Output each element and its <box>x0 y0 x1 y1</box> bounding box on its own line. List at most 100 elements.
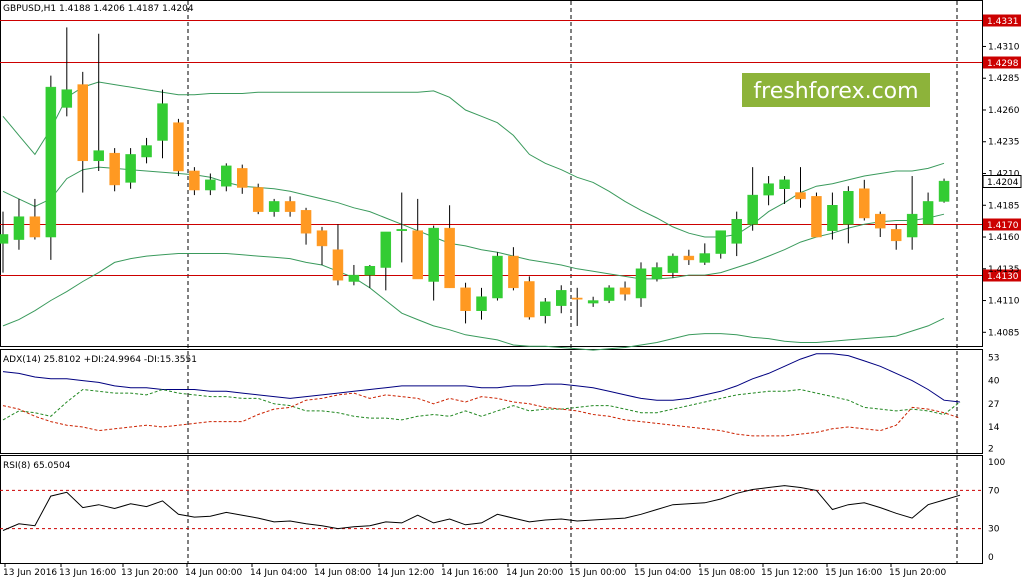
candle-body-49 <box>779 179 790 189</box>
candle-body-11 <box>173 122 184 172</box>
candle-body-48 <box>763 183 774 196</box>
candle-body-4 <box>61 89 73 108</box>
adx-header: ADX(14) 25.8102 +DI:24.9964 -DI:15.3551 <box>3 355 197 365</box>
candle-body-46 <box>731 218 742 244</box>
time-tick-label-9: 15 Jun 00:00 <box>569 568 626 578</box>
candle-body-34 <box>540 301 551 317</box>
time-tick-label-3: 14 Jun 00:00 <box>185 568 242 578</box>
adx-lines <box>2 353 961 437</box>
watermark-text: freshforex.com <box>753 79 918 104</box>
time-tick-label-7: 14 Jun 16:00 <box>441 568 498 578</box>
level-label-bg-2 <box>983 218 1021 231</box>
candle-body-10 <box>157 103 168 141</box>
candle-body-25 <box>396 229 407 231</box>
candle-body-44 <box>699 253 711 263</box>
adx-tick-label-2: 27 <box>988 400 999 410</box>
price-tick-label-6: 1.4160 <box>988 233 1020 243</box>
candle-body-24 <box>380 231 392 268</box>
time-tick-label-5: 14 Jun 08:00 <box>314 568 371 578</box>
price-panel-frame <box>0 0 983 347</box>
time-tick-label-8: 14 Jun 20:00 <box>506 568 563 578</box>
candle-body-35 <box>556 290 567 306</box>
price-tick-label-2: 1.4260 <box>988 106 1020 116</box>
candle-body-30 <box>476 296 487 311</box>
adx-tick-label-1: 40 <box>988 377 1000 387</box>
candle-body-27 <box>428 227 439 282</box>
level-label-0: 1.4331 <box>987 17 1019 27</box>
rsi-panel-frame <box>0 455 983 564</box>
time-tick-label-14: 15 Jun 20:00 <box>889 568 946 578</box>
time-tick-label-0: 13 Jun 2016 <box>3 568 57 578</box>
candle-body-0 <box>0 234 9 244</box>
bollinger-upper <box>2 81 945 238</box>
candle-body-28 <box>444 227 455 289</box>
candle-body-6 <box>93 150 104 162</box>
level-label-bg-0 <box>983 14 1021 27</box>
candle-body-41 <box>651 267 663 280</box>
candle-body-59 <box>938 180 950 202</box>
rsi-line <box>2 485 961 531</box>
current-price-box <box>982 175 1022 188</box>
bollinger-lower <box>2 253 945 351</box>
rsi-header: RSI(8) 65.0504 <box>3 461 71 471</box>
candle-body-5 <box>77 84 88 162</box>
candle-body-13 <box>205 179 216 191</box>
rsi-tick-label-2: 30 <box>988 525 1000 535</box>
adx-tick-label-0: 53 <box>988 353 999 363</box>
rsi-tick-label-1: 70 <box>988 486 1000 496</box>
candle-body-29 <box>460 287 471 311</box>
time-tick-label-10: 15 Jun 04:00 <box>634 568 691 578</box>
adx-panel-frame <box>0 349 983 454</box>
bollinger-bands <box>2 81 945 351</box>
candle-body-52 <box>827 205 838 231</box>
candle-body-54 <box>859 188 870 219</box>
adx-tick-label-3: 14 <box>988 423 1000 433</box>
adx-line <box>2 353 961 403</box>
price-tick-label-4: 1.4210 <box>988 170 1020 180</box>
candle-body-19 <box>300 210 312 234</box>
candle-body-36 <box>571 297 583 300</box>
candle-body-20 <box>316 230 328 247</box>
candles[interactable] <box>0 27 950 326</box>
candle-body-16 <box>252 187 264 212</box>
level-label-bg-3 <box>983 269 1021 282</box>
level-label-bg-1 <box>983 56 1021 69</box>
level-label-2: 1.4170 <box>987 221 1019 231</box>
candle-body-14 <box>221 165 232 187</box>
price-tick-label-9: 1.4085 <box>988 328 1020 338</box>
candle-body-39 <box>619 287 631 295</box>
candle-body-26 <box>412 230 423 280</box>
watermark-box <box>742 73 930 107</box>
time-tick-label-6: 14 Jun 12:00 <box>377 568 434 578</box>
candle-body-31 <box>492 255 503 299</box>
symbol-header: GBPUSD,H1 1.4188 1.4206 1.4187 1.4204 <box>3 4 194 14</box>
candle-body-37 <box>587 300 599 304</box>
candle-body-18 <box>284 201 296 212</box>
axis-labels: 1.4331 1.4298 1.4170 1.4130 1.4310 1.4285 1.42… <box>3 14 1022 578</box>
candle-body-33 <box>524 281 535 318</box>
candle-body-15 <box>237 168 248 188</box>
price-tick-label-5: 1.4185 <box>988 201 1020 211</box>
candle-body-47 <box>747 194 758 225</box>
candle-body-51 <box>811 196 822 238</box>
level-label-1: 1.4298 <box>987 59 1019 69</box>
plus-di-line <box>2 388 961 421</box>
candle-body-23 <box>364 265 376 276</box>
candle-body-50 <box>795 192 806 200</box>
candle-body-43 <box>683 255 695 261</box>
horizontal-levels[interactable] <box>0 20 982 276</box>
price-tick-label-0: 1.4310 <box>988 42 1020 52</box>
current-price-label: 1.4204 <box>987 178 1019 188</box>
time-tick-label-11: 15 Jun 08:00 <box>698 568 755 578</box>
rsi-tick-label-0: 100 <box>988 458 1005 468</box>
candle-body-17 <box>268 201 280 212</box>
time-tick-label-4: 14 Jun 04:00 <box>250 568 307 578</box>
minus-di-line <box>2 392 961 437</box>
time-tick-label-1: 13 Jun 16:00 <box>59 568 116 578</box>
time-tick-label-12: 15 Jun 12:00 <box>761 568 818 578</box>
candle-body-8 <box>125 154 136 183</box>
candle-body-40 <box>635 268 647 299</box>
bollinger-middle <box>2 166 945 280</box>
candle-body-2 <box>29 216 41 238</box>
